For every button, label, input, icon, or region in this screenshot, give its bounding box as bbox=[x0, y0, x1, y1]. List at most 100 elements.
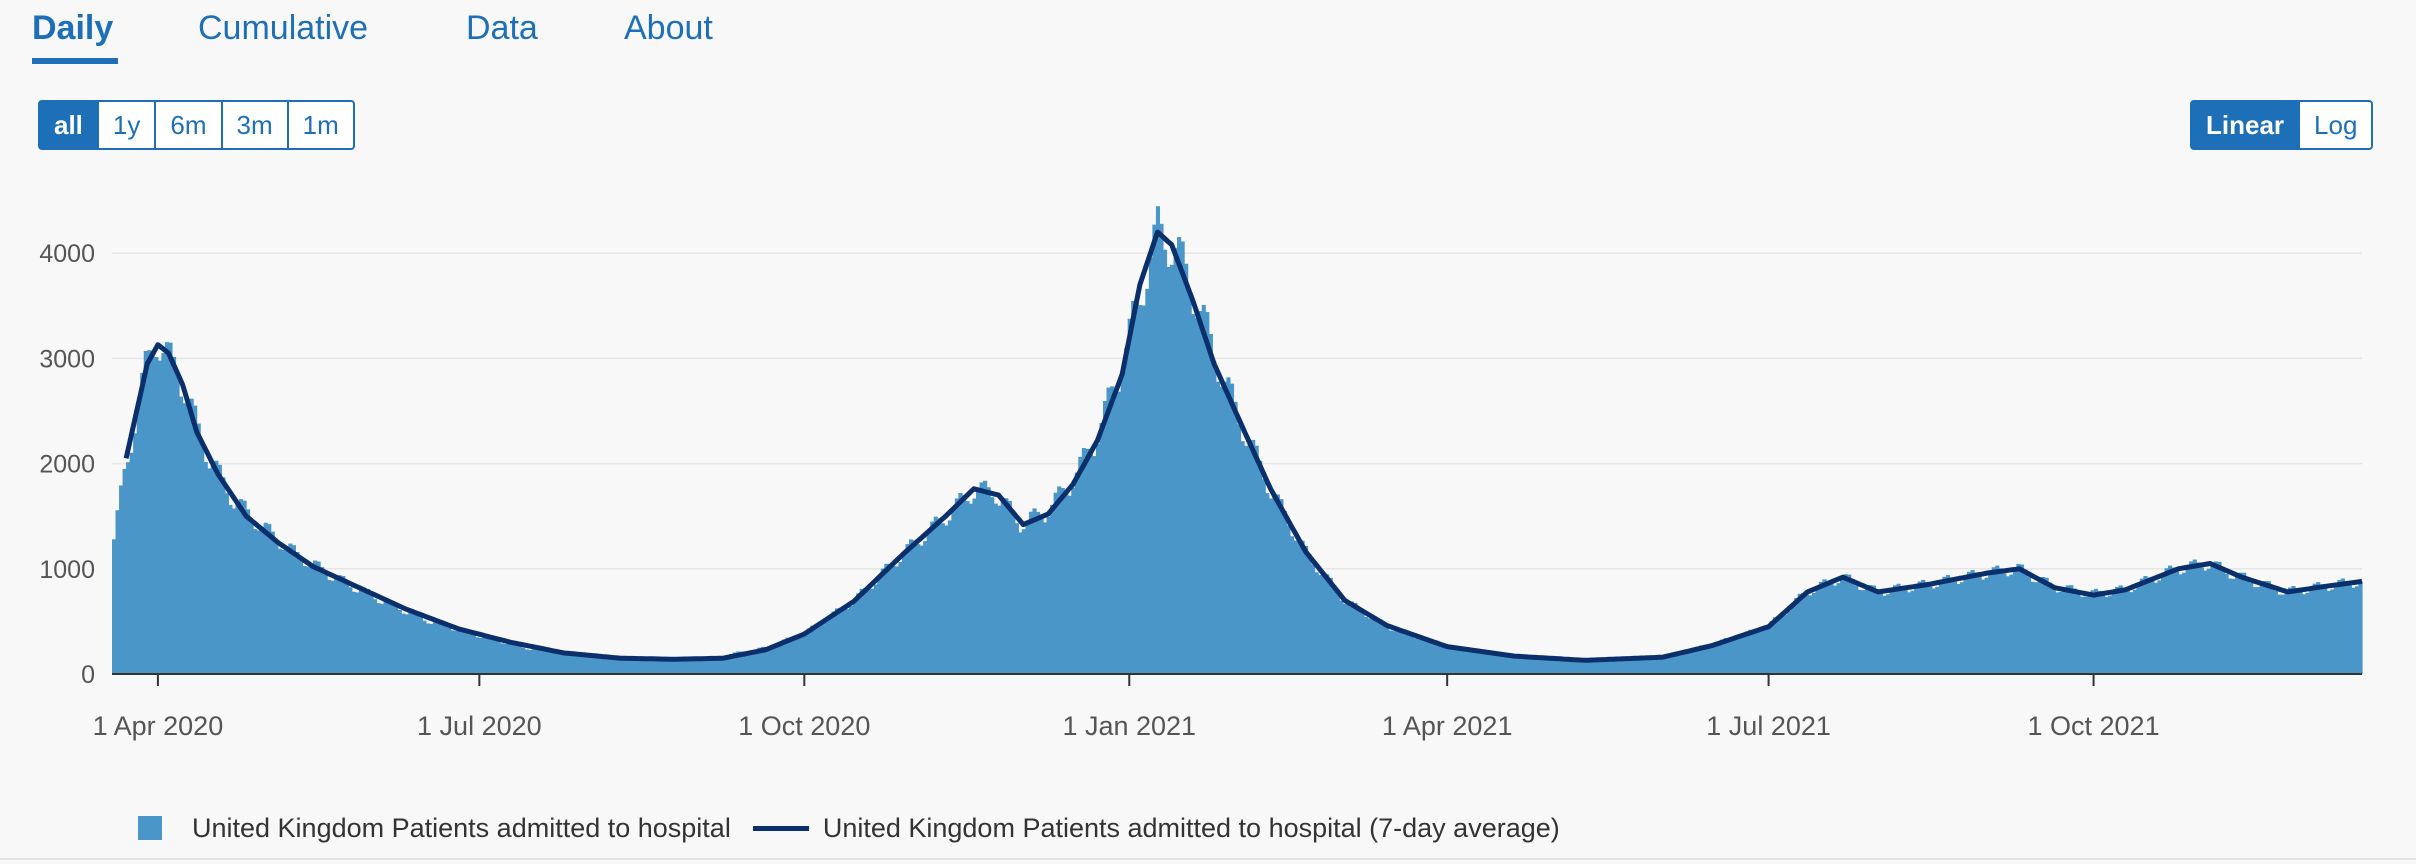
daily-bar bbox=[1702, 645, 1707, 674]
daily-bar bbox=[2034, 582, 2039, 674]
tab-about[interactable]: About bbox=[624, 9, 713, 47]
tab-data[interactable]: Data bbox=[466, 9, 538, 47]
range-all-button[interactable]: all bbox=[40, 102, 99, 148]
daily-bar bbox=[1455, 647, 1460, 674]
daily-bar bbox=[404, 614, 409, 674]
daily-bar bbox=[877, 576, 882, 674]
daily-bar bbox=[2030, 581, 2035, 674]
daily-bar bbox=[1741, 634, 1746, 674]
x-tick-label: 1 Apr 2020 bbox=[93, 711, 224, 741]
daily-bar bbox=[1268, 498, 1273, 674]
daily-bar bbox=[175, 376, 180, 674]
daily-bar bbox=[944, 525, 949, 674]
daily-bar bbox=[990, 497, 995, 674]
daily-bar bbox=[1187, 293, 1192, 674]
daily-bar bbox=[207, 468, 212, 674]
daily-bar bbox=[1907, 592, 1912, 674]
daily-bar bbox=[1018, 532, 1023, 674]
daily-bar bbox=[1624, 657, 1630, 674]
daily-bar bbox=[1201, 304, 1206, 674]
daily-bar bbox=[958, 493, 963, 674]
daily-bar bbox=[859, 588, 864, 674]
daily-bar bbox=[1847, 574, 1852, 674]
daily-bar bbox=[436, 621, 441, 674]
tab-cumulative[interactable]: Cumulative bbox=[198, 9, 369, 47]
daily-bar bbox=[133, 433, 138, 674]
daily-bar bbox=[1251, 439, 1256, 674]
daily-bar bbox=[1758, 631, 1764, 674]
tab-daily[interactable]: Daily bbox=[32, 9, 114, 47]
daily-bar bbox=[1875, 589, 1880, 674]
daily-bar bbox=[1349, 601, 1354, 674]
range-1y-button[interactable]: 1y bbox=[99, 102, 157, 148]
daily-bar bbox=[2160, 574, 2166, 674]
daily-bar bbox=[655, 658, 660, 674]
daily-bar bbox=[295, 552, 300, 674]
daily-bar bbox=[2037, 579, 2042, 674]
daily-bar bbox=[2058, 592, 2063, 674]
daily-bar bbox=[1921, 579, 1926, 674]
daily-bar bbox=[630, 657, 635, 674]
daily-bar bbox=[2259, 584, 2264, 674]
daily-bar bbox=[1420, 638, 1425, 674]
y-tick-label: 1000 bbox=[39, 556, 95, 584]
daily-bar bbox=[545, 651, 550, 674]
daily-bar bbox=[1282, 510, 1287, 674]
daily-bar bbox=[1988, 572, 1993, 674]
daily-bar bbox=[1808, 595, 1813, 674]
daily-bar bbox=[1737, 637, 1742, 674]
daily-bar bbox=[256, 530, 261, 674]
daily-bar bbox=[140, 372, 145, 674]
daily-bar bbox=[2086, 593, 2092, 674]
daily-bar bbox=[1007, 500, 1012, 674]
daily-bar bbox=[267, 524, 272, 674]
legend-bars-swatch bbox=[138, 816, 162, 840]
daily-bar bbox=[824, 621, 829, 674]
daily-bar bbox=[450, 630, 455, 674]
daily-bar bbox=[732, 652, 737, 674]
daily-bar bbox=[281, 549, 286, 674]
daily-bar bbox=[1427, 638, 1432, 674]
daily-bar bbox=[2323, 588, 2328, 674]
y-tick-label: 2000 bbox=[39, 451, 95, 479]
daily-bar bbox=[2182, 572, 2187, 674]
daily-bar bbox=[1660, 657, 1665, 674]
legend-average-label: United Kingdom Patients admitted to hosp… bbox=[822, 812, 1560, 843]
daily-bar bbox=[1304, 545, 1309, 674]
daily-bar bbox=[542, 649, 547, 674]
daily-bar bbox=[383, 601, 388, 674]
daily-bar bbox=[1593, 659, 1598, 674]
daily-bar bbox=[1836, 583, 1841, 674]
daily-bar bbox=[277, 548, 282, 674]
daily-bar bbox=[1021, 529, 1026, 674]
daily-bar bbox=[686, 656, 691, 674]
daily-bar bbox=[1205, 312, 1210, 674]
daily-bar bbox=[1956, 584, 1961, 674]
range-6m-button[interactable]: 6m bbox=[156, 102, 223, 148]
range-1m-button[interactable]: 1m bbox=[302, 110, 339, 140]
linear-scale-button[interactable]: Linear bbox=[2192, 102, 2301, 148]
daily-bar bbox=[1512, 657, 1517, 674]
daily-bar bbox=[1505, 654, 1510, 674]
daily-bar bbox=[2062, 588, 2067, 674]
daily-bar bbox=[662, 657, 667, 674]
daily-bar bbox=[1787, 610, 1792, 674]
daily-bar bbox=[852, 600, 857, 674]
log-scale-button[interactable]: Log bbox=[2314, 110, 2358, 140]
daily-bar bbox=[1596, 658, 1601, 674]
daily-bar bbox=[2235, 575, 2240, 674]
daily-bar bbox=[1438, 646, 1443, 674]
range-3m-button[interactable]: 3m bbox=[223, 102, 289, 148]
daily-bar bbox=[1469, 650, 1474, 674]
daily-bar bbox=[637, 656, 642, 674]
daily-bar bbox=[1240, 441, 1245, 674]
y-tick-label: 3000 bbox=[39, 345, 95, 373]
daily-bar bbox=[485, 636, 490, 674]
daily-bar bbox=[1053, 492, 1058, 674]
daily-bar bbox=[1914, 586, 1919, 674]
daily-bar bbox=[1522, 655, 1527, 674]
daily-bar bbox=[447, 627, 452, 674]
daily-bar bbox=[1085, 448, 1090, 674]
daily-bar bbox=[238, 499, 244, 674]
daily-bar bbox=[799, 636, 804, 674]
